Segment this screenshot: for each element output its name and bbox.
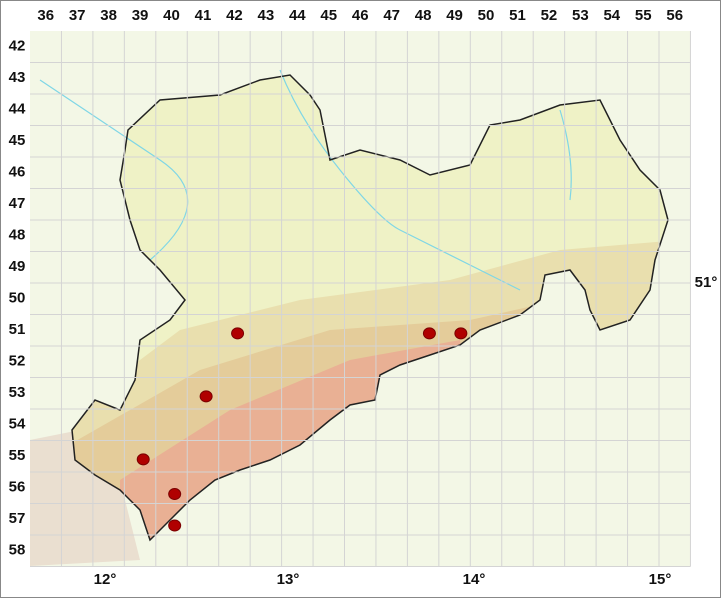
record-dot (136, 453, 150, 466)
record-dot (199, 390, 213, 403)
longitude-label: 13° (277, 571, 300, 588)
longitude-label: 15° (649, 571, 672, 588)
column-label: 41 (195, 7, 212, 24)
column-label: 44 (289, 7, 306, 24)
column-label: 56 (666, 7, 683, 24)
column-label: 46 (352, 7, 369, 24)
row-label: 43 (9, 69, 26, 86)
record-dot (231, 327, 245, 340)
row-label: 46 (9, 164, 26, 181)
column-label: 50 (478, 7, 495, 24)
column-label: 42 (226, 7, 243, 24)
grid (30, 31, 691, 567)
record-dot (168, 488, 182, 501)
column-label: 45 (320, 7, 337, 24)
column-label: 38 (100, 7, 117, 24)
column-label: 51 (509, 7, 526, 24)
record-dot (168, 519, 182, 532)
row-label: 57 (9, 510, 26, 527)
row-label: 54 (9, 416, 26, 433)
row-label: 55 (9, 447, 26, 464)
terrain-west (30, 430, 140, 566)
column-label: 54 (603, 7, 620, 24)
row-label: 47 (9, 195, 26, 212)
row-label: 53 (9, 384, 26, 401)
row-label: 44 (9, 101, 26, 118)
longitude-label: 12° (94, 571, 117, 588)
records (136, 327, 468, 532)
row-label: 50 (9, 290, 26, 307)
longitude-label: 14° (463, 571, 486, 588)
column-label: 37 (69, 7, 86, 24)
latitude-label: 51° (695, 274, 718, 291)
record-dot (454, 327, 468, 340)
column-label: 47 (383, 7, 400, 24)
column-label: 55 (635, 7, 652, 24)
column-label: 52 (541, 7, 558, 24)
column-label: 36 (37, 7, 54, 24)
column-label: 43 (258, 7, 275, 24)
row-label: 48 (9, 227, 26, 244)
row-label: 42 (9, 38, 26, 55)
column-label: 39 (132, 7, 149, 24)
column-label: 48 (415, 7, 432, 24)
column-label: 53 (572, 7, 589, 24)
labels: 36 37 38 39 40 41 42 43 44 45 46 47 48 49 50 51 52 53 54 55… (9, 7, 718, 588)
row-label: 51 (9, 321, 26, 338)
row-label: 52 (9, 353, 26, 370)
row-label: 45 (9, 132, 26, 149)
row-label: 58 (9, 542, 26, 559)
column-label: 40 (163, 7, 180, 24)
column-label: 49 (446, 7, 463, 24)
row-label: 56 (9, 479, 26, 496)
record-dot (422, 327, 436, 340)
row-label: 49 (9, 258, 26, 275)
